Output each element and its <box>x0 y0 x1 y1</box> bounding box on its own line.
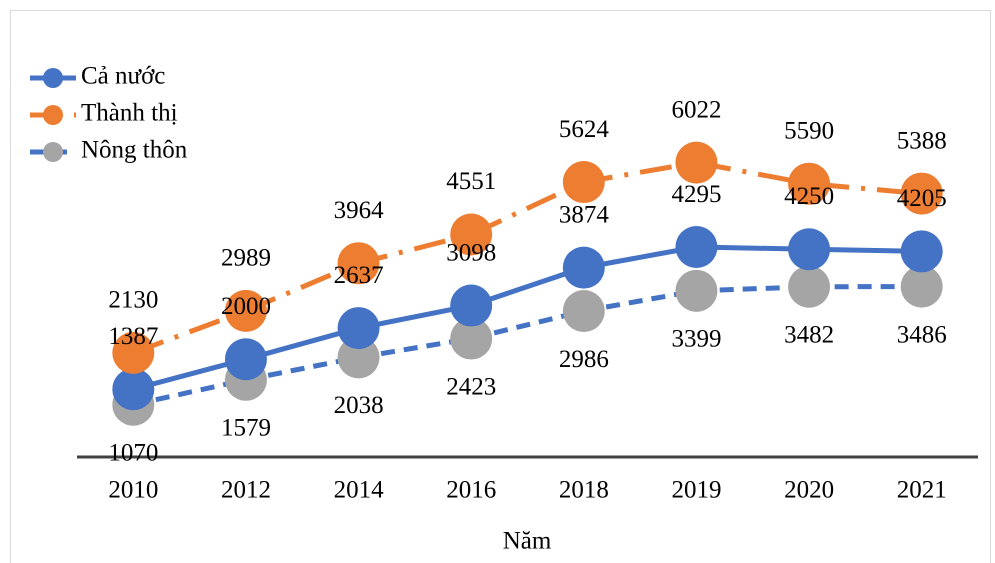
point-marker <box>675 226 718 269</box>
x-tick-label: 2018 <box>559 477 609 504</box>
point-marker <box>675 269 718 312</box>
point-marker <box>224 338 267 381</box>
point-marker <box>450 213 493 256</box>
data-label: 1070 <box>108 439 158 466</box>
data-label: 3399 <box>671 326 721 353</box>
x-tick-label: 2012 <box>221 477 271 504</box>
data-label: 1579 <box>221 415 271 442</box>
point-marker <box>112 331 155 374</box>
point-marker <box>562 161 605 204</box>
legend-marker <box>43 142 63 162</box>
data-label: 3098 <box>446 239 496 266</box>
point-marker <box>788 162 831 205</box>
point-marker <box>900 265 943 308</box>
point-marker <box>450 284 493 327</box>
point-marker <box>337 307 380 350</box>
point-marker <box>562 290 605 333</box>
point-marker <box>900 172 943 215</box>
point-marker <box>112 368 155 411</box>
data-label: 6022 <box>671 96 721 123</box>
point-marker <box>224 289 267 332</box>
x-tick-label: 2020 <box>784 477 834 504</box>
data-label: 2989 <box>221 245 271 272</box>
data-label: 5388 <box>897 127 947 154</box>
data-label: 4295 <box>671 181 721 208</box>
data-label: 2637 <box>334 262 384 289</box>
data-label: 4551 <box>446 168 496 195</box>
data-label: 2038 <box>334 392 384 419</box>
data-label: 5590 <box>784 117 834 144</box>
point-marker <box>562 246 605 289</box>
x-tick-label: 2019 <box>671 477 721 504</box>
data-label: 3486 <box>897 321 947 348</box>
point-marker <box>788 265 831 308</box>
x-tick-label: 2014 <box>334 477 385 504</box>
data-label: 3964 <box>334 197 385 224</box>
data-label: 2000 <box>221 293 271 320</box>
point-marker <box>337 336 380 379</box>
point-marker <box>337 242 380 285</box>
data-label: 4205 <box>897 185 947 212</box>
point-marker <box>675 141 718 184</box>
legend-label: Thành thị <box>81 100 178 127</box>
data-label: 2423 <box>446 373 496 400</box>
data-label: 5624 <box>559 116 610 143</box>
data-label: 4250 <box>784 183 834 210</box>
point-marker <box>788 228 831 271</box>
data-label: 2130 <box>108 287 158 314</box>
point-marker <box>450 317 493 360</box>
data-label: 1387 <box>108 323 158 350</box>
legend-marker <box>43 105 63 125</box>
legend-marker <box>43 68 63 88</box>
data-label: 3874 <box>559 201 610 228</box>
legend-label: Cả nước <box>81 63 165 90</box>
x-tick-label: 2021 <box>897 477 947 504</box>
point-marker <box>900 230 943 273</box>
x-tick-label: 2016 <box>446 477 496 504</box>
data-label: 3482 <box>784 322 834 349</box>
x-axis-label: Năm <box>503 528 552 555</box>
legend-label: Nông thôn <box>81 137 188 164</box>
x-tick-label: 2010 <box>108 477 158 504</box>
data-label: 2986 <box>559 346 609 373</box>
